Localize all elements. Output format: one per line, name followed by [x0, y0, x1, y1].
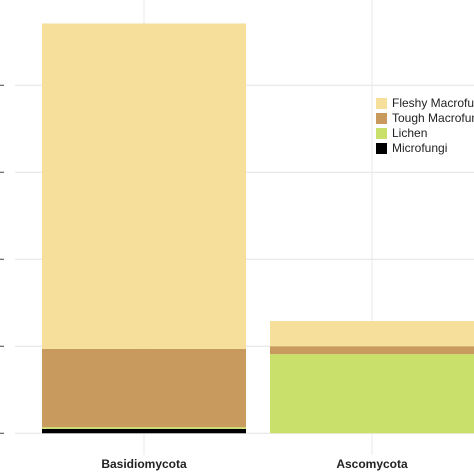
x-tick-label: Basidiomycota [101, 457, 187, 471]
bar-segment [42, 348, 246, 428]
legend-swatch [376, 143, 387, 154]
legend-label: Microfungi [392, 141, 447, 155]
legend-label: Tough Macrofungi [392, 111, 474, 125]
legend-swatch [376, 113, 387, 124]
bar-segment [42, 427, 246, 429]
bar-segment [42, 428, 246, 434]
legend-swatch [376, 98, 387, 109]
bar-segment [270, 354, 474, 434]
bar-segment [270, 321, 474, 347]
legend-label: Lichen [392, 126, 427, 140]
bar-segment [42, 23, 246, 349]
legend-swatch [376, 128, 387, 139]
x-tick-label: Ascomycota [336, 457, 408, 471]
legend-label: Fleshy Macrofungi [392, 96, 474, 110]
bar-segment [270, 346, 474, 355]
